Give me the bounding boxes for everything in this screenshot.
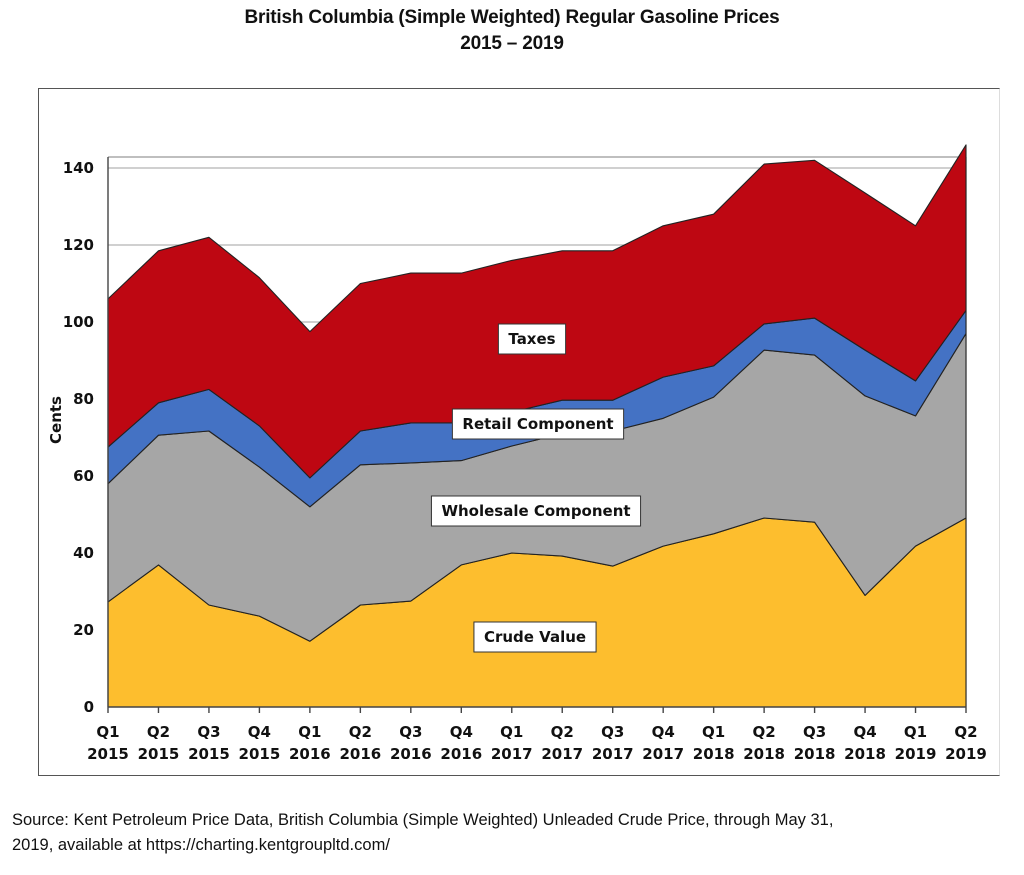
x-tick-label-quarter: Q3 <box>399 723 422 741</box>
area-label-wholesale-component: Wholesale Component <box>430 495 642 527</box>
x-tick-label-quarter: Q2 <box>551 723 574 741</box>
area-label-crude-value: Crude Value <box>473 621 597 653</box>
area-label-retail-component: Retail Component <box>451 408 625 440</box>
x-tick-label-year: 2015 <box>188 745 230 763</box>
y-tick-label: 60 <box>73 467 94 485</box>
x-tick-label-quarter: Q3 <box>803 723 826 741</box>
x-tick-label-year: 2018 <box>844 745 886 763</box>
y-tick-label: 100 <box>63 313 94 331</box>
y-tick-label: 0 <box>84 698 94 716</box>
y-tick-label: 80 <box>73 390 94 408</box>
x-tick-label-quarter: Q1 <box>702 723 725 741</box>
x-tick-label-year: 2016 <box>289 745 331 763</box>
x-tick-label-year: 2018 <box>693 745 735 763</box>
x-tick-label-quarter: Q1 <box>96 723 119 741</box>
x-tick-label-quarter: Q1 <box>500 723 523 741</box>
x-tick-label-year: 2017 <box>541 745 583 763</box>
area-label-taxes: Taxes <box>497 323 567 355</box>
x-tick-label-year: 2019 <box>895 745 937 763</box>
x-tick-label-year: 2015 <box>138 745 180 763</box>
x-tick-label-year: 2015 <box>87 745 129 763</box>
x-tick-label-quarter: Q3 <box>601 723 624 741</box>
x-tick-label-quarter: Q2 <box>147 723 170 741</box>
area-label-text: Wholesale Component <box>441 502 630 520</box>
x-tick-label-quarter: Q4 <box>450 723 473 741</box>
x-tick-label-quarter: Q2 <box>753 723 776 741</box>
chart-subtitle: 2015 – 2019 <box>460 33 564 54</box>
y-tick-label: 140 <box>63 159 94 177</box>
x-tick-label-year: 2018 <box>794 745 836 763</box>
axes <box>107 157 967 713</box>
x-tick-label-quarter: Q3 <box>197 723 220 741</box>
x-tick-label-year: 2017 <box>642 745 684 763</box>
area-label-box <box>451 408 625 440</box>
y-axis-title: Cents <box>47 396 65 444</box>
source-line-2: 2019, available at https://charting.kent… <box>12 836 390 854</box>
source-line-1: Source: Kent Petroleum Price Data, Briti… <box>12 811 834 829</box>
area-labels: Taxes Retail Component Wholesale Component… <box>430 323 642 653</box>
x-tick-label-year: 2017 <box>592 745 634 763</box>
area-label-box <box>497 323 567 355</box>
y-tick-label: 120 <box>63 236 94 254</box>
x-tick-label-quarter: Q2 <box>954 723 977 741</box>
chart-title: British Columbia (Simple Weighted) Regul… <box>244 7 780 28</box>
x-tick-label-quarter: Q1 <box>904 723 927 741</box>
x-tick-label-year: 2015 <box>239 745 281 763</box>
y-tick-label: 20 <box>73 621 94 639</box>
x-tick-label-quarter: Q4 <box>248 723 271 741</box>
area-label-text: Crude Value <box>484 628 586 646</box>
x-tick-label-year: 2016 <box>440 745 482 763</box>
area-label-text: Taxes <box>508 330 555 348</box>
area-label-box <box>473 621 597 653</box>
x-tick-label-quarter: Q4 <box>652 723 675 741</box>
area-taxes <box>107 144 967 479</box>
x-tick-label-quarter: Q2 <box>349 723 372 741</box>
area-label-box <box>430 495 642 527</box>
x-tick-label-quarter: Q1 <box>298 723 321 741</box>
y-tick-label: 40 <box>73 544 94 562</box>
x-tick-label-year: 2016 <box>339 745 381 763</box>
x-tick-labels: Q1 2015 Q2 2015 Q3 2015 Q4 2015 Q1 2016 Q2 2016 Q3 20… <box>87 723 987 763</box>
x-tick-label-year: 2018 <box>743 745 785 763</box>
x-tick-label-year: 2016 <box>390 745 432 763</box>
source-note: Source: Kent Petroleum Price Data, Briti… <box>12 808 1012 858</box>
x-tick-label-quarter: Q4 <box>853 723 876 741</box>
area-label-text: Retail Component <box>462 415 613 433</box>
x-tick-label-year: 2017 <box>491 745 533 763</box>
y-tick-labels: 0 20 40 60 80 100 120 140 <box>63 159 94 716</box>
x-tick-label-year: 2019 <box>945 745 987 763</box>
